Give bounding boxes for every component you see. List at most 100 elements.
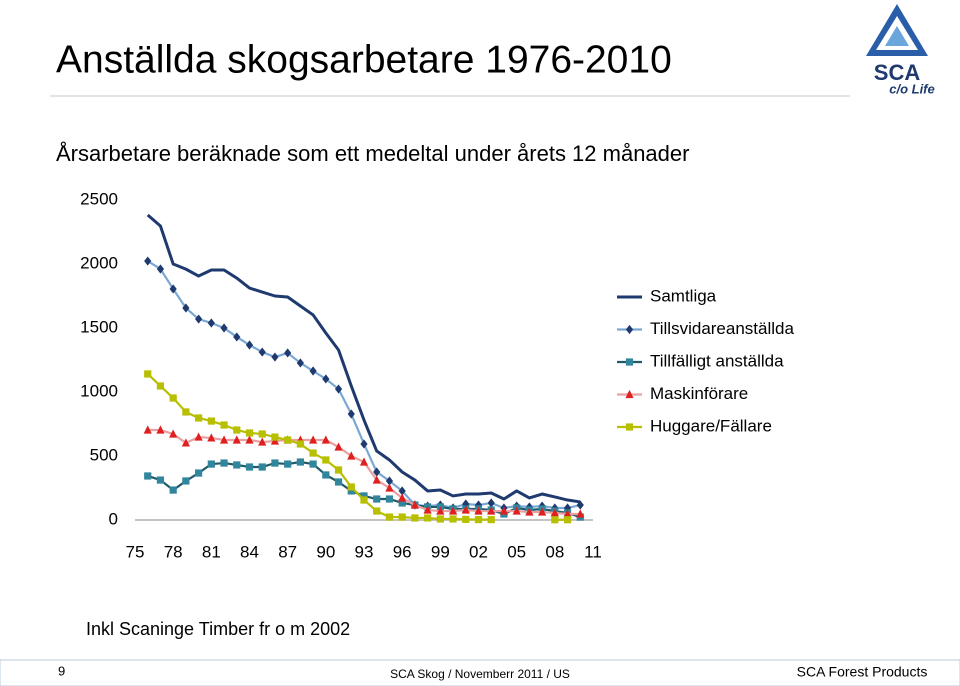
- data-point: [144, 472, 152, 480]
- data-point: [359, 457, 369, 466]
- data-point: [398, 493, 407, 502]
- x-tick-label: 08: [545, 542, 564, 561]
- data-point: [436, 506, 445, 515]
- data-point: [398, 513, 406, 521]
- legend-marker: [625, 324, 634, 335]
- data-point: [334, 478, 343, 486]
- data-point: [424, 514, 432, 522]
- legend-marker: [625, 358, 634, 366]
- data-point: [207, 460, 215, 468]
- legend-marker: [625, 423, 634, 431]
- data-point: [398, 499, 406, 507]
- data-point: [347, 409, 355, 419]
- data-point: [143, 425, 152, 434]
- data-point: [245, 435, 254, 444]
- data-point: [296, 458, 304, 466]
- logo-mark: [885, 26, 909, 46]
- legend-label: Samtliga: [650, 286, 717, 305]
- legend-label: Huggare/Fällare: [650, 416, 772, 435]
- data-point: [296, 440, 304, 448]
- data-point: [296, 358, 304, 368]
- x-tick-label: 75: [126, 542, 145, 561]
- data-point: [144, 256, 152, 266]
- data-point: [195, 314, 203, 324]
- footer: 9 SCA Skog / Novemberr 2011 / US SCA For…: [0, 659, 960, 686]
- data-point: [233, 461, 241, 469]
- x-tick-label: 96: [393, 542, 412, 561]
- data-point: [309, 366, 317, 376]
- x-tick-label: 99: [431, 542, 450, 561]
- page-number: 9: [58, 663, 65, 678]
- footer-center: SCA Skog / Novemberr 2011 / US: [390, 667, 570, 681]
- data-point: [182, 408, 190, 416]
- y-tick-label: 2000: [80, 253, 118, 272]
- data-point: [373, 507, 381, 515]
- data-point: [233, 332, 241, 342]
- data-point: [169, 394, 177, 402]
- data-point: [156, 425, 165, 434]
- data-point: [398, 486, 406, 496]
- data-point: [576, 500, 584, 510]
- data-point: [156, 264, 165, 274]
- data-point: [156, 382, 165, 390]
- data-point: [258, 437, 267, 446]
- data-point: [284, 436, 292, 444]
- data-point: [181, 438, 190, 447]
- data-point: [271, 433, 279, 441]
- data-point: [474, 506, 483, 515]
- data-point: [245, 340, 254, 350]
- data-point: [220, 459, 228, 467]
- y-tick-label: 1000: [80, 381, 118, 400]
- data-point: [563, 503, 572, 513]
- data-point: [219, 435, 229, 444]
- data-point: [309, 449, 317, 457]
- legend-marker: [625, 389, 634, 399]
- data-point: [156, 476, 165, 484]
- data-point: [372, 475, 381, 484]
- data-point: [385, 476, 394, 486]
- data-point: [449, 515, 457, 523]
- x-tick-label: 87: [278, 542, 297, 561]
- legend-label: Maskinförare: [650, 384, 748, 403]
- logo-tagline: c/o Life: [889, 81, 935, 96]
- data-point: [347, 451, 356, 460]
- x-tick-label: 78: [164, 542, 183, 561]
- data-point: [220, 323, 228, 333]
- data-point: [487, 506, 496, 515]
- data-point: [461, 505, 470, 514]
- data-point: [245, 463, 254, 471]
- data-point: [258, 463, 266, 471]
- data-point: [525, 507, 534, 516]
- data-point: [284, 460, 292, 468]
- data-point: [373, 467, 381, 477]
- slide-title: Anställda skogsarbetare 1976-2010: [56, 38, 672, 81]
- data-point: [334, 442, 343, 451]
- data-point: [385, 495, 394, 503]
- data-point: [538, 507, 547, 516]
- logo: SCA c/o Life: [866, 4, 935, 96]
- data-point: [220, 421, 228, 429]
- data-point: [360, 496, 368, 504]
- data-point: [322, 471, 330, 479]
- data-point: [245, 429, 254, 437]
- y-tick-label: 500: [90, 445, 118, 464]
- data-point: [334, 466, 343, 474]
- y-tick-label: 1500: [80, 317, 118, 336]
- data-point: [195, 414, 203, 422]
- data-point: [360, 492, 368, 500]
- data-point: [563, 516, 572, 524]
- data-point: [284, 348, 292, 358]
- data-point: [436, 515, 444, 523]
- data-point: [258, 347, 266, 357]
- data-point: [194, 432, 203, 441]
- data-point: [474, 516, 483, 524]
- data-point: [271, 459, 279, 467]
- data-point: [232, 435, 241, 444]
- x-tick-label: 05: [507, 542, 526, 561]
- data-point: [462, 515, 470, 523]
- data-point: [499, 506, 509, 515]
- data-point: [309, 435, 318, 444]
- data-point: [322, 456, 330, 464]
